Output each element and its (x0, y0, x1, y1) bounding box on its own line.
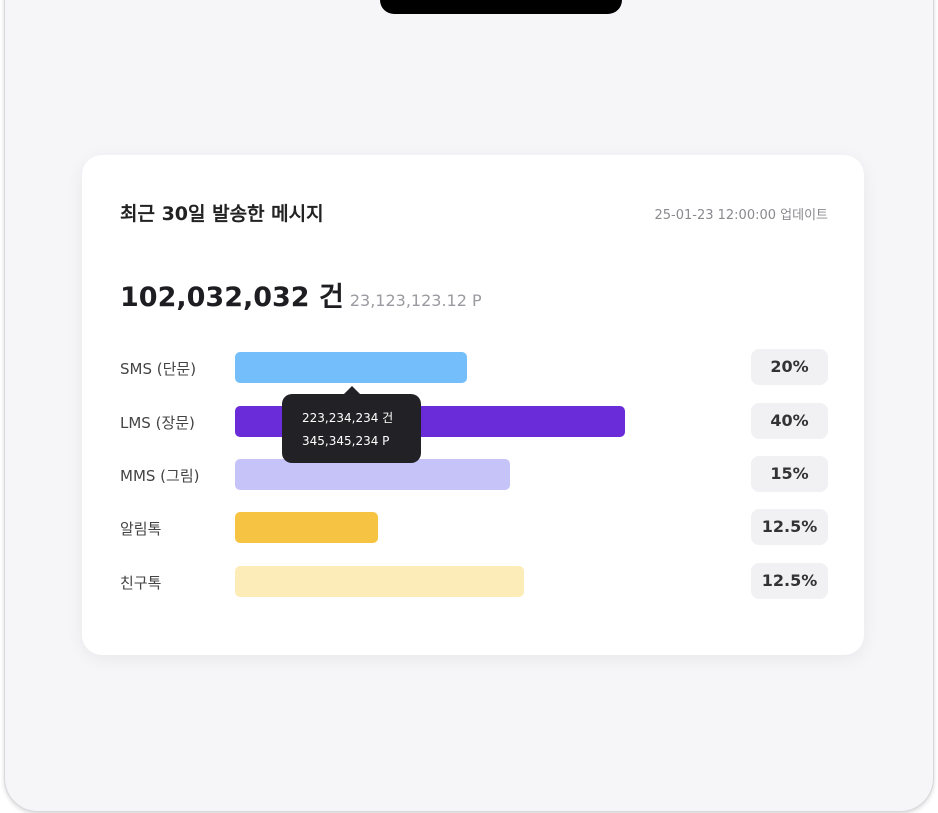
row: LMS (장문) 40% (120, 403, 828, 439)
bar[interactable] (235, 352, 467, 383)
tooltip-points: 345,345,234 P (302, 434, 390, 448)
row-label: 알림톡 (120, 520, 162, 538)
tooltip: 223,234,234 건 345,345,234 P (282, 386, 421, 463)
row: SMS (단문) 20% (120, 349, 828, 385)
row: 알림톡 12.5% (120, 509, 828, 545)
updated-time: 25-01-23 12:00:00 업데이트 (654, 208, 829, 223)
row: MMS (그림) 15% (120, 456, 828, 492)
total: 102,032,032 건 23,123,123.12 P (120, 275, 482, 314)
share: 20% (751, 349, 828, 385)
row-label: MMS (그림) (120, 467, 200, 485)
share: 12.5% (751, 509, 828, 545)
tooltip-count: 223,234,234 건 (302, 411, 394, 425)
row-label: 친구톡 (120, 574, 162, 592)
row-label: LMS (장문) (120, 414, 195, 432)
bar[interactable] (235, 512, 378, 543)
bar[interactable] (235, 459, 510, 490)
bar[interactable] (235, 566, 524, 597)
total-count: 102,032,032 건 (120, 282, 344, 313)
share: 40% (751, 403, 828, 439)
share: 15% (751, 456, 828, 492)
card-title: 최근 30일 발송한 메시지 (120, 203, 324, 225)
row-label: SMS (단문) (120, 360, 197, 378)
stats-card: 최근 30일 발송한 메시지 25-01-23 12:00:00 업데이트 10… (82, 155, 864, 655)
row: 친구톡 12.5% (120, 563, 828, 599)
share: 12.5% (751, 563, 828, 599)
notch (380, 0, 622, 14)
total-points: 23,123,123.12 P (349, 291, 482, 310)
